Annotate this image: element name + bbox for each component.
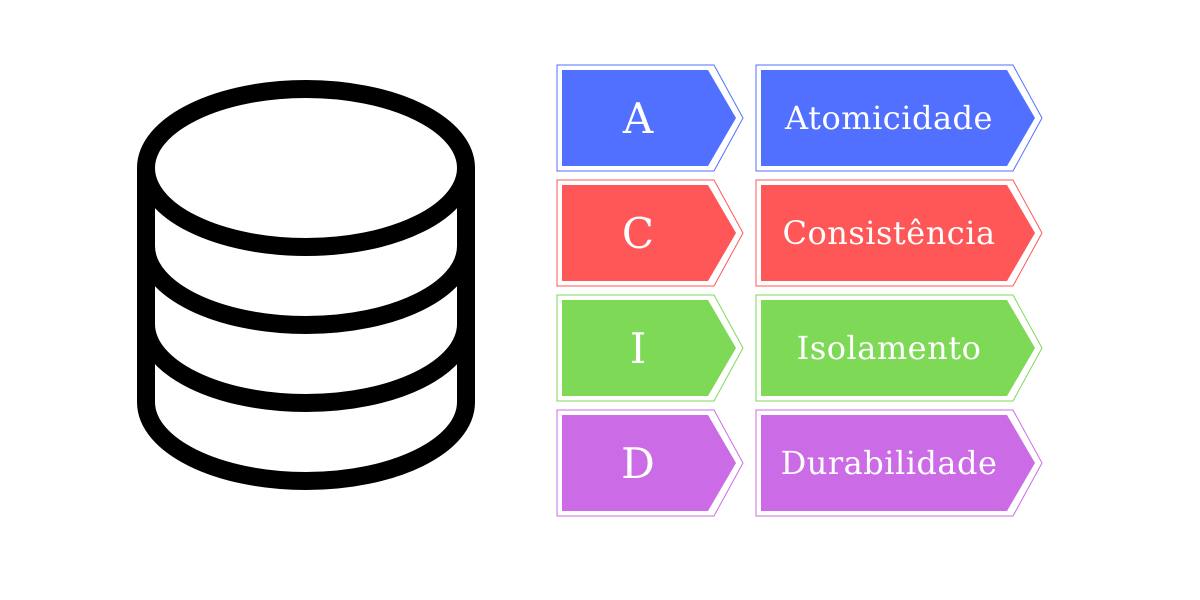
arrow-shape — [755, 409, 1043, 517]
arrow-shape — [556, 409, 744, 517]
acid-letter: I — [629, 323, 647, 373]
acid-word: Consistência — [782, 214, 996, 252]
acid-letter: C — [621, 208, 655, 258]
acid-letter: D — [621, 438, 655, 488]
arrow-shape — [556, 64, 744, 172]
acid-word-arrow: Consistência — [755, 179, 1043, 287]
acid-word: Atomicidade — [785, 99, 993, 137]
acid-word: Durabilidade — [780, 444, 998, 482]
arrow-shape — [556, 179, 744, 287]
acid-letter-arrow: A — [556, 64, 744, 172]
arrow-shape — [556, 294, 744, 402]
arrow-shape — [755, 294, 1043, 402]
acid-letter-arrow: I — [556, 294, 744, 402]
acid-word-arrow: Atomicidade — [755, 64, 1043, 172]
arrow-shape — [755, 64, 1043, 172]
acid-letter: A — [622, 93, 654, 143]
acid-letter-arrow: D — [556, 409, 744, 517]
acid-word-arrow: Isolamento — [755, 294, 1043, 402]
arrow-shape — [755, 179, 1043, 287]
acid-word-arrow: Durabilidade — [755, 409, 1043, 517]
database-icon — [137, 80, 475, 490]
acid-word: Isolamento — [796, 329, 982, 367]
acid-letter-arrow: C — [556, 179, 744, 287]
